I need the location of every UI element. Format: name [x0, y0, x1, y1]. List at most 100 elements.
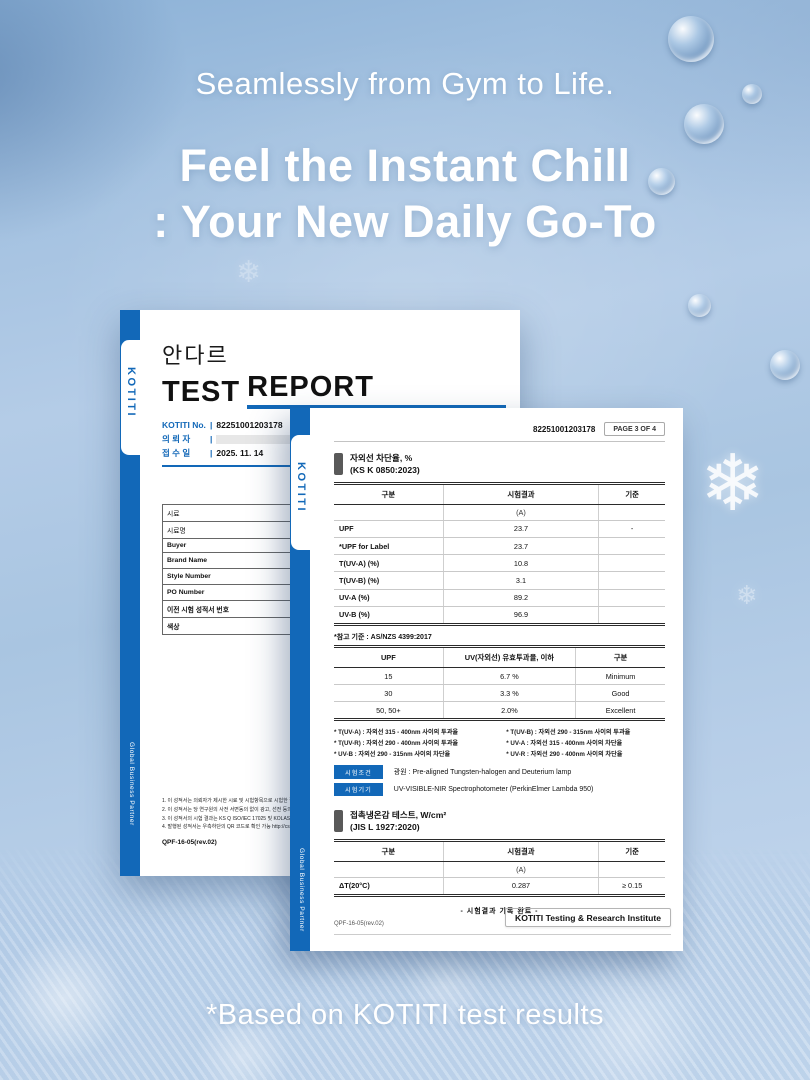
row-name: UV-A (%): [334, 589, 444, 607]
section-bar-icon: [334, 810, 343, 833]
report-title-underline: REPORT: [247, 371, 506, 409]
cell: 6.7 %: [442, 667, 576, 686]
fineprint-line: 4. 발행된 성적서는 우측하단의 QR 코드로 확인 가능 http://cs…: [162, 824, 307, 831]
footnote: * T(UV-R) : 자외선 290 - 400nm 사이의 투과율: [334, 740, 459, 748]
water-droplet-decoration: [770, 350, 800, 380]
col-header: 시험결과: [442, 483, 599, 506]
report-title-test: TEST: [162, 376, 241, 408]
table-row: T(UV-B) (%) 3.1: [334, 571, 665, 590]
page-header: 82251001203178 PAGE 3 OF 4: [334, 422, 665, 436]
kotiti-logo: KOTITI: [295, 462, 307, 514]
table-header-row: UPF UV(자외선) 유효투과율, 이하 구분: [334, 646, 665, 668]
hero-title: Feel the Instant Chill : Your New Daily …: [0, 138, 810, 250]
test-equipment-row: 시험기기 UV-VISIBLE-NIR Spectrophotometer (P…: [334, 782, 665, 797]
separator: |: [210, 448, 213, 459]
row-criteria: [598, 571, 665, 590]
cell: 15: [334, 667, 444, 686]
col-header: 기준: [598, 840, 665, 863]
info-label: Style Number: [162, 568, 309, 586]
table-row: 15 6.7 % Minimum: [334, 667, 665, 686]
cell: 30: [334, 684, 444, 703]
kotiti-disclaimer: *Based on KOTITI test results: [205, 999, 605, 1031]
reference-standard-note: *참고 기준 : AS/NZS 4399:2017: [334, 633, 432, 641]
info-label: 이전 시험 성적서 번호: [162, 600, 309, 619]
section-uv-header: 자외선 차단율, % (KS K 0850:2023): [334, 453, 665, 476]
hero-subtitle: Seamlessly from Gym to Life.: [195, 66, 615, 101]
col-header: 기준: [598, 483, 665, 506]
row-criteria: ≥ 0.15: [598, 877, 665, 896]
row-result: 23.7: [442, 537, 599, 556]
client-label: 의 뢰 자: [162, 434, 191, 445]
table-subheader-row: (A): [334, 504, 665, 521]
row-result: 89.2: [442, 589, 599, 607]
water-droplet-decoration: [688, 294, 711, 317]
uv-results-table: 구분 시험결과 기준 (A) UPF 23.7- *UPF for Label 23…: [334, 482, 665, 626]
sample-id: (A): [442, 861, 599, 878]
section-cooling-standard: (JIS L 1927:2020): [350, 821, 420, 832]
row-result: 23.7: [442, 520, 599, 538]
row-result: 96.9: [442, 606, 599, 625]
row-name: T(UV-B) (%): [334, 571, 444, 590]
empty-cell: [598, 861, 665, 878]
received-date-row: 접 수 일 | 2025. 11. 14: [162, 446, 506, 460]
table-header-row: 구분 시험결과 기준: [334, 483, 665, 506]
report-title-report: REPORT: [247, 371, 374, 403]
fineprint-notes: 1. 이 성적서는 의뢰자가 제시한 시료 및 시험항목으로 시험한 결과로 의…: [162, 797, 397, 832]
condition-badge: 시험조건: [334, 765, 383, 779]
info-label: Buyer: [162, 538, 309, 554]
table-row: 30 3.3 % Good: [334, 684, 665, 703]
table-header-row: 구분 시험결과 기준: [334, 840, 665, 863]
equipment-text: UV-VISIBLE-NIR Spectrophotometer (Perkin…: [393, 785, 594, 793]
section-uv-title: 자외선 차단율, %: [350, 453, 413, 463]
table-row: ΔT(20°C) 0.287 ≥ 0.15: [334, 877, 665, 896]
footnote: * UV-A : 자외선 315 - 400nm 사이의 차단율: [506, 740, 623, 748]
footnote: * T(UV-A) : 자외선 315 - 400nm 사이의 투과율: [334, 729, 459, 737]
report-number: 82251001203178: [533, 424, 596, 434]
info-label: 시료: [162, 504, 309, 523]
test-condition-row: 시험조건 광원 : Pre-aligned Tungsten-halogen a…: [334, 765, 665, 779]
table-row: UPF 23.7-: [334, 520, 665, 538]
cell: 50, 50+: [376, 705, 401, 715]
row-name: UV-B (%): [339, 610, 370, 620]
snowflake-icon: ❄: [236, 256, 262, 289]
row-criteria: [598, 537, 665, 556]
table-row: *UPF for Label 23.7: [334, 537, 665, 556]
condition-text: 광원 : Pre-aligned Tungsten-halogen and De…: [393, 769, 572, 777]
footnote: * UV-B : 자외선 290 - 315nm 사이의 차단율: [334, 751, 451, 759]
hero-title-line1: Feel the Instant Chill: [179, 140, 631, 191]
row-criteria: [598, 554, 665, 573]
header-divider: [334, 441, 665, 442]
cell: Excellent: [575, 701, 665, 720]
kotiti-logo-tab: KOTITI: [121, 340, 140, 455]
upf-grade-table: UPF UV(자외선) 유효투과율, 이하 구분 15 6.7 % Minimum …: [334, 644, 665, 722]
report-number-row: KOTITI No. | 82251001203178: [162, 418, 506, 432]
info-label: Brand Name: [162, 552, 309, 570]
cell: 2.0%: [442, 701, 576, 720]
row-result: 0.287: [442, 877, 599, 896]
cooling-results-table: 구분 시험결과 기준 (A) ΔT(20°C) 0.287 ≥ 0.15: [334, 839, 665, 898]
cell: Minimum: [575, 667, 665, 686]
info-label: 색상: [162, 617, 309, 636]
section-uv-standard: (KS K 0850:2023): [350, 464, 420, 475]
row-result: 3.1: [442, 571, 599, 590]
report-number-label: KOTITI No.: [162, 420, 206, 430]
section-cooling-title: 접촉냉온감 테스트, W/cm²: [350, 810, 447, 821]
table-row: UV-A (%) 89.2: [334, 589, 665, 607]
page-indicator: PAGE 3 OF 4: [604, 422, 665, 436]
table-subheader-row: (A): [334, 861, 665, 878]
received-date-value: 2025. 11. 14: [216, 448, 264, 459]
row-name: UPF: [334, 520, 444, 538]
snowflake-icon: ❄: [736, 580, 758, 610]
report-title: TEST REPORT: [162, 371, 506, 409]
institute-stamp: KOTITI Testing & Research Institute: [505, 908, 671, 927]
cell: 3.3 %: [442, 684, 576, 703]
water-droplet-decoration: [668, 16, 714, 62]
footnote: * UV-R : 자외선 290 - 400nm 사이의 차단율: [506, 751, 623, 759]
equipment-badge: 시험기기: [334, 782, 383, 797]
section-bar-icon: [334, 453, 343, 475]
empty-cell: [334, 861, 444, 878]
row-criteria: -: [598, 520, 665, 538]
info-label: 시료명: [162, 521, 309, 540]
document-code: QPF-16-05(rev.02): [334, 921, 384, 927]
side-slogan: Global Business Partner: [127, 742, 135, 826]
